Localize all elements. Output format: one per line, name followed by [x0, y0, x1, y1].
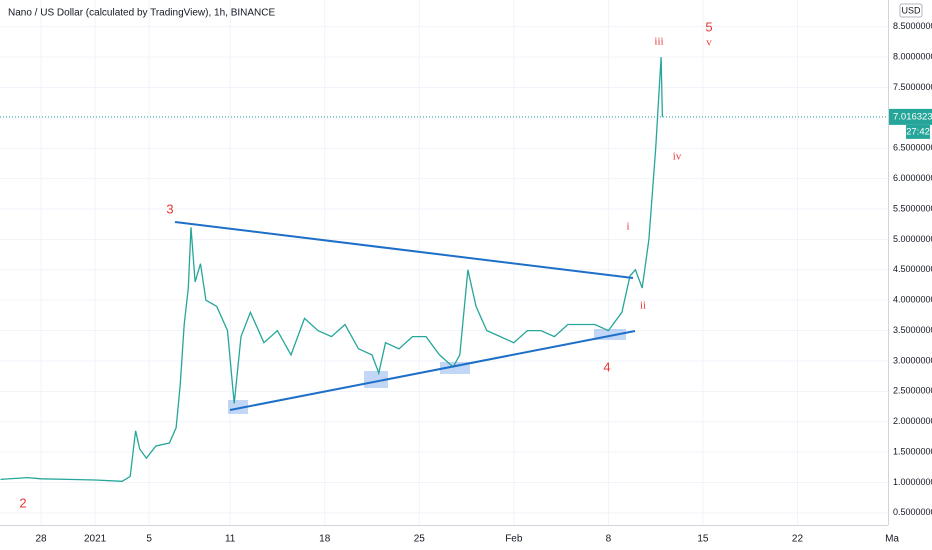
- currency: USD: [901, 5, 921, 15]
- trend-line: [229, 330, 636, 411]
- plot: [0, 57, 664, 482]
- x-tick-label: 5: [146, 534, 152, 545]
- x-tick-label: 2021: [84, 534, 107, 545]
- price-line: [0, 57, 664, 482]
- y-tick-label: 6.5000000: [893, 143, 932, 153]
- x-tick-label: 8: [606, 534, 612, 545]
- highlight-box: [228, 400, 248, 414]
- currency-box[interactable]: [899, 3, 923, 18]
- wave-label: 3: [166, 201, 173, 216]
- highlight-box: [594, 329, 626, 340]
- y-tick-label: 8.5000000: [893, 21, 932, 31]
- y-tick-label: 7.5000000: [893, 82, 932, 92]
- wave-label: 2: [19, 495, 26, 510]
- y-tick-label: 4.5000000: [893, 264, 932, 274]
- wave-label: iii: [654, 36, 663, 48]
- trend-line: [174, 221, 634, 279]
- x-tick-label: Feb: [505, 534, 523, 545]
- y-tick-label: 4.0000000: [893, 295, 932, 305]
- x-tick-label: 22: [792, 534, 804, 545]
- price-tag: [889, 108, 932, 125]
- x-tick-label: 18: [319, 534, 331, 545]
- y-tick-label: 2.0000000: [893, 416, 932, 426]
- x-tick-label: 15: [697, 534, 709, 545]
- countdown-label: 27:42: [906, 126, 930, 137]
- wave-label: i: [626, 221, 629, 233]
- y-tick-label: 0.5000000: [893, 507, 932, 517]
- x-tick-label: Ma: [885, 534, 899, 545]
- wave-label: v: [706, 37, 712, 49]
- y-tick-label: 5.5000000: [893, 203, 932, 213]
- grid: [0, 0, 893, 525]
- wave-label: 5: [705, 19, 712, 34]
- price-axis: [888, 0, 932, 550]
- y-tick-label: 8.0000000: [893, 51, 932, 61]
- wave-label: 4: [603, 359, 610, 374]
- wave-label: iv: [673, 151, 682, 163]
- x-tick-label: 28: [36, 534, 48, 545]
- x-tick-label: 11: [225, 534, 236, 545]
- y-tick-label: 1.0000000: [893, 477, 932, 487]
- y-tick-label: 3.5000000: [893, 325, 932, 335]
- y-tick-label: 6.0000000: [893, 173, 932, 183]
- wave-label: ii: [640, 300, 646, 312]
- y-tick-label: 3.0000000: [893, 355, 932, 365]
- y-tick-label: 2.5000000: [893, 386, 932, 396]
- x-tick-label: 25: [414, 534, 426, 545]
- chart-title: Nano / US Dollar (calculated by TradingV…: [8, 8, 275, 19]
- highlight-box: [364, 371, 388, 388]
- countdown-tag: [906, 124, 930, 139]
- y-tick-label: 5.0000000: [893, 234, 932, 244]
- y-tick-label: 1.5000000: [893, 446, 932, 456]
